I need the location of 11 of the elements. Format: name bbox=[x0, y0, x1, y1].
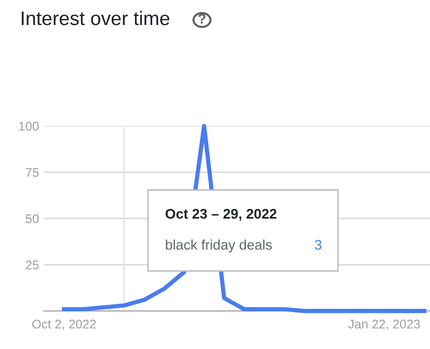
annotation: Oct 23 – 29, 2022 bbox=[166, 208, 276, 221]
annotation: 3 bbox=[314, 240, 322, 250]
y-tick-label: 75 bbox=[26, 168, 39, 177]
x-tick-label: Oct 2, 2022 bbox=[32, 320, 96, 330]
series-label: black friday deals bbox=[166, 240, 272, 252]
x-tick-label: Jan 22, 2023 bbox=[348, 320, 420, 330]
y-tick-label: 50 bbox=[26, 214, 39, 224]
y-tick-label: 25 bbox=[26, 260, 39, 270]
chart-title: Interest over time bbox=[22, 10, 170, 26]
y-tick-label: 100 bbox=[19, 122, 39, 131]
text: ? bbox=[198, 14, 206, 24]
